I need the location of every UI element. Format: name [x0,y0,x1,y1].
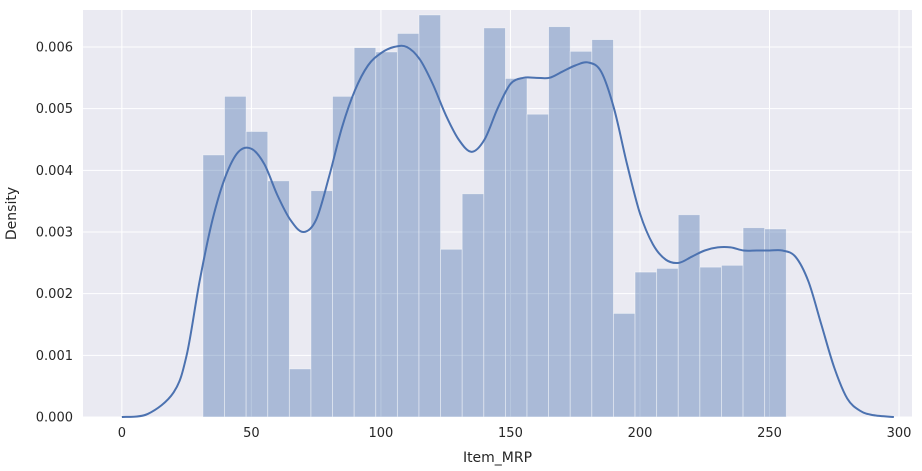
histogram-bar [396,33,420,418]
x-tick-label: 250 [757,426,782,441]
kde-curve [121,44,894,418]
histogram-bar [656,267,679,418]
histogram-bar [677,214,701,418]
histogram-bar [764,228,787,418]
histogram-bar [742,227,766,418]
x-tick-label: 100 [369,426,394,441]
histogram-bar [224,95,247,418]
x-tick-label: 300 [887,426,912,441]
histogram-bar [505,78,528,418]
histogram-bar [440,248,463,418]
histogram-bar [634,271,658,418]
y-tick-label: 0.002 [36,287,73,302]
histogram-bar [418,14,441,418]
histogram-bar [245,131,269,418]
y-tick-label: 0.005 [36,102,73,117]
y-tick-label: 0.000 [36,411,73,426]
x-tick-label: 200 [628,426,653,441]
histogram-bar [375,51,398,418]
histogram-bars [202,14,787,418]
x-tick-label: 150 [498,426,523,441]
histogram-bar [288,368,312,418]
x-axis-ticks: 0 50 100 150 200 250 300 [118,426,912,441]
x-axis-label: Item_MRP [463,450,532,466]
y-tick-label: 0.006 [36,41,73,56]
histogram-bar [202,154,225,418]
histogram-bar [332,95,355,418]
histogram-bar [548,26,571,418]
y-tick-label: 0.004 [36,164,73,179]
histogram-bar [526,113,550,418]
histogram-bar [267,180,290,418]
histogram-bar [591,39,614,418]
y-tick-label: 0.003 [36,226,73,241]
histogram-bar [699,266,722,418]
y-axis-label: Density [4,187,20,240]
histogram-bar [461,193,485,418]
plot-background [83,10,912,417]
x-tick-label: 50 [243,426,260,441]
histogram-bar [613,312,636,418]
histogram-bar [569,50,593,418]
x-tick-label: 0 [118,426,126,441]
histogram-bar [353,47,377,418]
y-axis-ticks: 0.000 0.001 0.002 0.003 0.004 0.005 0.006 [36,41,73,426]
y-tick-label: 0.001 [36,349,73,364]
histogram-bar [483,27,506,418]
histogram-bar [721,264,744,418]
